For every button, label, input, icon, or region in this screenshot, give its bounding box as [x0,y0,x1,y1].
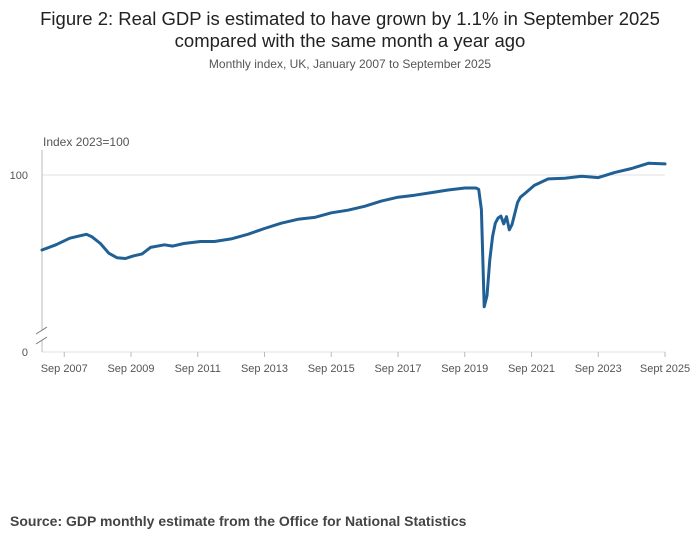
x-tick-label-2: Sep 2009 [107,363,154,375]
x-tick-label-7: Sep 2019 [441,363,488,375]
series-line-gdp-index [40,161,667,309]
y-tick-label-0: 0 [22,347,28,359]
y-axis-label: Index 2023=100 [43,135,130,149]
axis-break-mark-1 [35,326,48,335]
x-tick-label-1: Sep 2007 [41,363,88,375]
x-tick-label-3: Sep 2011 [175,363,221,375]
y-tick-label-100: 100 [10,170,28,182]
chart-subtitle: Monthly index, UK, January 2007 to Septe… [208,57,492,71]
chart-title-line-1: Figure 2: Real GDP is estimated to have … [40,8,660,29]
x-tick-label-4: Sep 2013 [241,363,288,375]
chart-title-line-2: compared with the same month a year ago [174,30,526,51]
x-tick-label-9: Sep 2023 [575,363,622,375]
source-note: Source: GDP monthly estimate from the Of… [10,513,467,529]
x-tick-label-8: Sep 2021 [508,363,555,375]
chart-title: Figure 2: Real GDP is estimated to have … [0,8,700,52]
x-tick-label-6: Sep 2017 [374,363,421,375]
x-tick-label-10: Sept 2025 [640,363,690,375]
axis-break-mark-2 [35,336,48,345]
x-tick-label-5: Sep 2015 [308,363,355,375]
